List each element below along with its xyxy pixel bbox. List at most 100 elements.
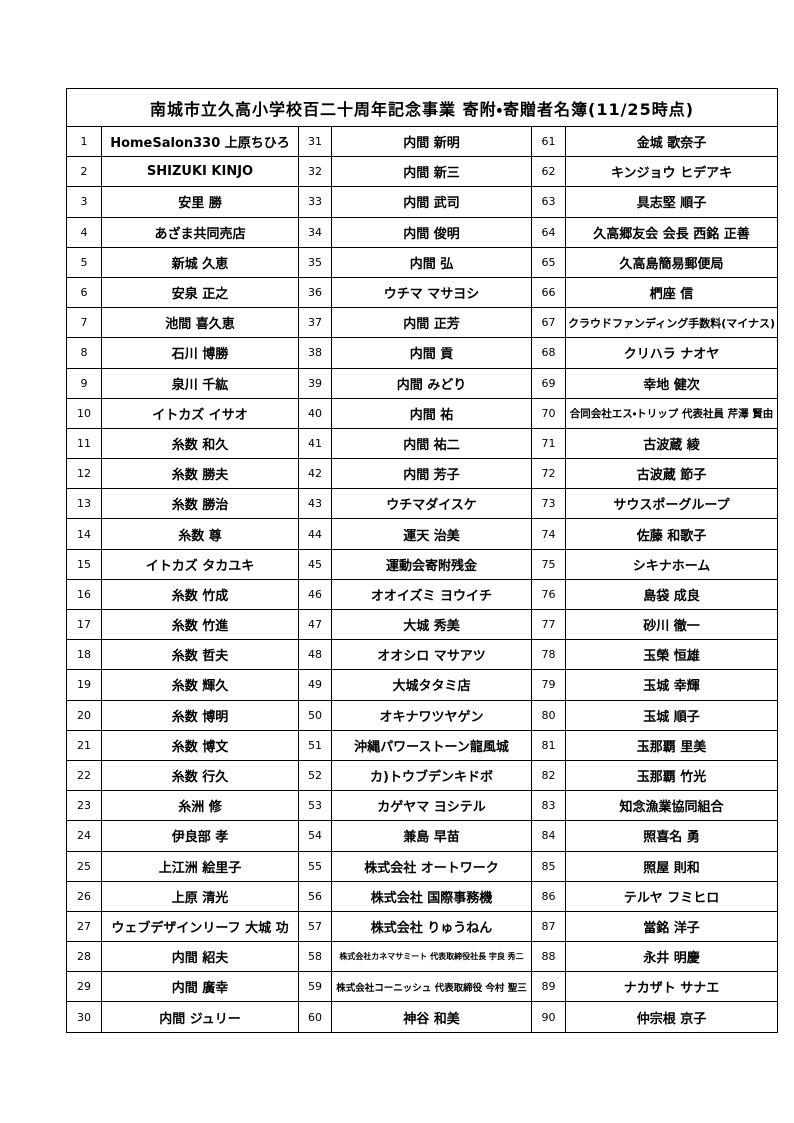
donor-name: 玉那覇 里美 <box>564 729 779 761</box>
entry-number: 58 <box>298 941 332 973</box>
table-body: 1 HomeSalon330 上原ちひろ 31 内間 新明 61 金城 歌奈子 2 SHIZU… <box>66 125 779 1033</box>
entry-number: 43 <box>298 488 332 520</box>
entry-number: 27 <box>66 910 102 943</box>
donor-name: 幸地 健次 <box>564 367 779 399</box>
entry-number: 20 <box>66 699 102 731</box>
entry-number: 19 <box>66 669 102 701</box>
entry-number: 35 <box>298 246 332 278</box>
entry-number: 82 <box>531 759 566 792</box>
entry-number: 8 <box>66 337 102 369</box>
table-row: 13 糸数 勝治 43 ウチマダイスケ 73 サウスポーグループ <box>66 488 779 520</box>
entry-number: 63 <box>531 186 566 218</box>
entry-number: 28 <box>66 941 102 973</box>
entry-number: 46 <box>298 578 332 611</box>
donor-table: 南城市立久高小学校百二十周年記念事業 寄附・寄贈者名簿(11/25時点) 1 Ho… <box>65 88 779 1033</box>
entry-number: 3 <box>66 186 102 218</box>
entry-number: 24 <box>66 820 102 852</box>
entry-number: 34 <box>298 216 332 248</box>
donor-name: 糸数 輝久 <box>101 669 299 701</box>
entry-number: 72 <box>531 458 566 490</box>
table-row: 14 糸数 尊 44 運天 治美 74 佐藤 和歌子 <box>66 518 779 550</box>
table-row: 4 あざま共同売店 34 内間 俊明 64 久高郷友会 会長 西銘 正善 <box>66 216 779 248</box>
entry-number: 9 <box>66 367 102 399</box>
entry-number: 44 <box>298 518 332 550</box>
entry-number: 12 <box>66 458 102 490</box>
donor-name: 古波蔵 節子 <box>564 458 779 490</box>
donor-name: 具志堅 順子 <box>564 186 779 218</box>
donor-name: 株式会社コーニッシュ 代表取締役 今村 聖三 <box>331 971 532 1003</box>
donor-name: 内間 新明 <box>331 125 532 158</box>
donor-name: クリハラ ナオヤ <box>564 337 779 369</box>
donor-name: 安泉 正之 <box>101 276 299 309</box>
table-row: 11 糸数 和久 41 内間 祐二 71 古波蔵 綾 <box>66 427 779 460</box>
table-row: 7 池間 喜久恵 37 内間 正芳 67 クラウドファンディング手数料(マイナス) <box>66 307 779 339</box>
donor-name: クラウドファンディング手数料(マイナス) <box>564 307 779 339</box>
table-row: 18 糸数 哲夫 48 オオシロ マサアツ 78 玉榮 恒雄 <box>66 639 779 671</box>
donor-name: イトカズ イサオ <box>101 397 299 429</box>
entry-number: 64 <box>531 216 566 248</box>
table-row: 28 内間 紹夫 58 株式会社カネマサミート 代表取締役社長 宇良 秀二 88 永井 明… <box>66 941 779 973</box>
entry-number: 54 <box>298 820 332 852</box>
donor-name: 糸数 竹成 <box>101 578 299 611</box>
table-row: 3 安里 勝 33 内間 武司 63 具志堅 順子 <box>66 186 779 218</box>
donor-name: 大城タタミ店 <box>331 669 532 701</box>
entry-number: 39 <box>298 367 332 399</box>
donor-name: カゲヤマ ヨシテル <box>331 790 532 822</box>
donor-name: 泉川 千紘 <box>101 367 299 399</box>
entry-number: 26 <box>66 880 102 912</box>
donor-name: 内間 芳子 <box>331 458 532 490</box>
donor-name: 佐藤 和歌子 <box>564 518 779 550</box>
entry-number: 11 <box>66 427 102 460</box>
entry-number: 66 <box>531 276 566 309</box>
entry-number: 62 <box>531 156 566 188</box>
donor-name: 運動会寄附残金 <box>331 548 532 580</box>
donor-name: 糸数 博明 <box>101 699 299 731</box>
donor-name: 上原 清光 <box>101 880 299 912</box>
table-row: 27 ウェブデザインリーフ 大城 功 57 株式会社 りゅうねん 87 當銘 洋子 <box>66 910 779 943</box>
table-row: 9 泉川 千紘 39 内間 みどり 69 幸地 健次 <box>66 367 779 399</box>
donor-name: 株式会社カネマサミート 代表取締役社長 宇良 秀二 <box>331 941 532 973</box>
table-row: 26 上原 清光 56 株式会社 国際事務機 86 テルヤ フミヒロ <box>66 880 779 912</box>
entry-number: 68 <box>531 337 566 369</box>
donor-name: 内間 俊明 <box>331 216 532 248</box>
entry-number: 60 <box>298 1001 332 1033</box>
donor-name: あざま共同売店 <box>101 216 299 248</box>
donor-name: 知念漁業協同組合 <box>564 790 779 822</box>
entry-number: 15 <box>66 548 102 580</box>
table-row: 5 新城 久恵 35 内間 弘 65 久高島簡易郵便局 <box>66 246 779 278</box>
donor-name: 池間 喜久恵 <box>101 307 299 339</box>
entry-number: 89 <box>531 971 566 1003</box>
table-row: 30 内間 ジュリー 60 神谷 和美 90 仲宗根 京子 <box>66 1001 779 1033</box>
donor-name: 仲宗根 京子 <box>564 1001 779 1033</box>
donor-name: 玉榮 恒雄 <box>564 639 779 671</box>
donor-name: 内間 貢 <box>331 337 532 369</box>
donor-name: 内間 廣幸 <box>101 971 299 1003</box>
table-row: 22 糸数 行久 52 カ)トウブデンキドボ 82 玉那覇 竹光 <box>66 759 779 792</box>
entry-number: 42 <box>298 458 332 490</box>
donor-name: 糸数 和久 <box>101 427 299 460</box>
entry-number: 52 <box>298 759 332 792</box>
entry-number: 49 <box>298 669 332 701</box>
donor-name: 運天 治美 <box>331 518 532 550</box>
donor-name: シキナホーム <box>564 548 779 580</box>
donor-name: 糸数 勝治 <box>101 488 299 520</box>
entry-number: 67 <box>531 307 566 339</box>
entry-number: 47 <box>298 608 332 641</box>
donor-name: 内間 弘 <box>331 246 532 278</box>
donor-name: SHIZUKI KINJO <box>101 156 299 188</box>
entry-number: 36 <box>298 276 332 309</box>
entry-number: 70 <box>531 397 566 429</box>
entry-number: 56 <box>298 880 332 912</box>
donor-name: 株式会社 りゅうねん <box>331 910 532 943</box>
donor-name: ウチマダイスケ <box>331 488 532 520</box>
donor-name: 神谷 和美 <box>331 1001 532 1033</box>
donor-name: 玉那覇 竹光 <box>564 759 779 792</box>
entry-number: 76 <box>531 578 566 611</box>
entry-number: 81 <box>531 729 566 761</box>
donor-name: 糸数 竹進 <box>101 608 299 641</box>
entry-number: 33 <box>298 186 332 218</box>
donor-name: テルヤ フミヒロ <box>564 880 779 912</box>
entry-number: 38 <box>298 337 332 369</box>
